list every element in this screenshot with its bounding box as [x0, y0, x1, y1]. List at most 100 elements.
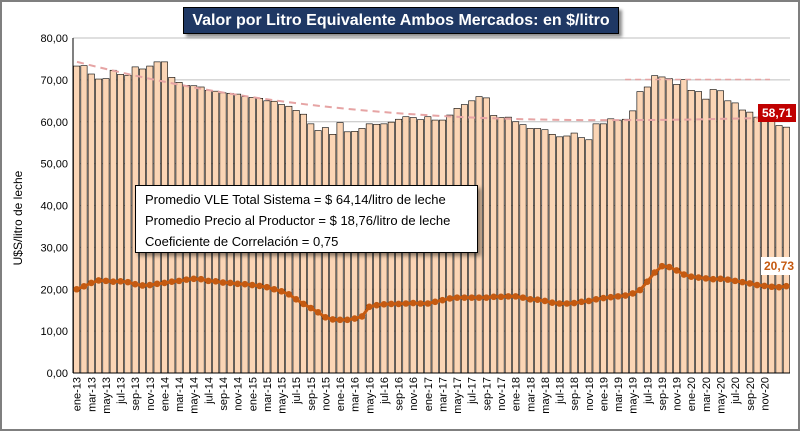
- producer-price-point: [446, 295, 454, 302]
- x-tick-label: may-17: [452, 377, 464, 414]
- x-tick-label: mar-19: [613, 377, 625, 412]
- x-tick-label: may-16: [364, 377, 376, 414]
- x-tick-label: may-14: [189, 377, 201, 414]
- producer-price-point: [256, 282, 263, 290]
- producer-price-point: [687, 273, 695, 280]
- producer-price-point: [351, 315, 358, 322]
- producer-price-point: [607, 293, 615, 301]
- x-tick-label: sep-14: [218, 377, 230, 411]
- producer-price-point: [709, 275, 717, 283]
- x-tick-label: may-15: [277, 377, 289, 414]
- producer-price-point: [695, 274, 702, 281]
- vle-bar: [490, 115, 498, 374]
- producer-price-point: [197, 275, 205, 283]
- x-tick-label: ene-19: [598, 377, 610, 411]
- producer-price-point: [417, 300, 424, 307]
- vle-bar: [702, 98, 710, 374]
- producer-price-point: [629, 290, 636, 297]
- vle-bar: [636, 91, 644, 374]
- vle-bar: [541, 129, 549, 374]
- vle-bar: [607, 118, 615, 374]
- producer-price-point: [512, 293, 519, 300]
- x-tick-label: ene-14: [159, 377, 171, 411]
- producer-price-point: [212, 277, 219, 285]
- vle-bar: [775, 125, 783, 374]
- producer-price-point: [702, 275, 710, 282]
- vle-bar: [80, 65, 88, 374]
- producer-price-point: [519, 294, 527, 301]
- vle-bar: [665, 78, 673, 374]
- x-tick-label: jul-15: [291, 377, 303, 405]
- x-tick-label: may-13: [101, 377, 113, 414]
- x-tick-label: ene-18: [511, 377, 523, 411]
- producer-price-point: [263, 283, 271, 291]
- vle-bar: [695, 91, 702, 374]
- vle-bar: [548, 134, 556, 374]
- producer-price-point: [248, 281, 256, 289]
- x-tick-label: mar-14: [174, 377, 186, 412]
- producer-price-point: [746, 280, 754, 287]
- x-tick-label: ene-17: [423, 377, 435, 411]
- producer-price-point: [409, 299, 417, 307]
- producer-price-point: [505, 293, 512, 300]
- producer-price-point: [117, 277, 124, 285]
- x-tick-label: jul-20: [730, 377, 742, 405]
- producer-price-point: [146, 281, 154, 289]
- vle-bar: [687, 90, 695, 374]
- x-tick-label: nov-20: [759, 377, 771, 411]
- producer-price-point: [556, 300, 563, 307]
- vle-bar: [724, 100, 732, 374]
- x-tick-label: sep-15: [306, 377, 318, 411]
- producer-price-point: [300, 300, 307, 308]
- producer-price-point: [775, 283, 783, 291]
- producer-price-point: [387, 300, 395, 308]
- x-tick-label: nov-19: [672, 377, 684, 411]
- producer-price-point: [761, 282, 768, 290]
- producer-price-point: [644, 278, 651, 286]
- vle-bar: [738, 109, 746, 374]
- x-tick-label: sep-13: [130, 377, 142, 411]
- x-tick-label: mar-13: [86, 377, 98, 412]
- producer-price-point: [344, 316, 351, 324]
- vle-bar: [629, 110, 637, 374]
- annotation-producer-average: Promedio Precio al Productor = $ 18,76/l…: [145, 213, 451, 228]
- vle-bar: [329, 134, 337, 374]
- producer-price-point: [739, 278, 746, 286]
- producer-price-point: [578, 298, 585, 306]
- vle-bar: [782, 126, 790, 374]
- producer-price-point: [453, 294, 461, 301]
- producer-price-point: [475, 294, 483, 301]
- producer-price-point: [717, 275, 724, 283]
- producer-price-point: [673, 267, 680, 274]
- x-tick-label: sep-17: [481, 377, 493, 411]
- x-tick-label: nov-15: [320, 377, 332, 411]
- producer-price-point: [80, 283, 88, 290]
- y-tick-label: 80,00: [40, 33, 68, 45]
- vle-bar: [746, 111, 754, 374]
- producer-price-point: [358, 313, 366, 320]
- vle-bar: [95, 78, 103, 374]
- stats-annotation-box: Promedio VLE Total Sistema = $ 64,14/lit…: [135, 185, 478, 253]
- y-tick-label: 30,00: [40, 242, 68, 254]
- annotation-correlation: Coeficiente de Correlación = 0,75: [145, 234, 339, 249]
- vle-bar: [673, 84, 681, 374]
- last-vle-value-label: 58,71: [758, 104, 796, 122]
- producer-price-point: [497, 293, 505, 301]
- vle-bar: [109, 69, 117, 374]
- vle-bar: [512, 121, 520, 374]
- y-tick-label: 60,00: [40, 117, 68, 129]
- producer-price-point: [292, 296, 300, 303]
- y-tick-label: 50,00: [40, 159, 68, 171]
- vle-bar: [482, 97, 490, 374]
- x-tick-label: mar-17: [437, 377, 449, 412]
- vle-bar: [570, 132, 578, 374]
- x-tick-label: may-19: [628, 377, 640, 414]
- producer-price-point: [724, 276, 732, 283]
- x-tick-label: nov-14: [233, 377, 245, 411]
- producer-price-point: [366, 303, 373, 311]
- x-tick-label: ene-13: [72, 377, 84, 411]
- x-tick-label: jul-17: [467, 377, 479, 405]
- x-tick-label: mar-20: [701, 377, 713, 412]
- producer-price-point: [651, 269, 658, 276]
- producer-price-point: [563, 300, 571, 307]
